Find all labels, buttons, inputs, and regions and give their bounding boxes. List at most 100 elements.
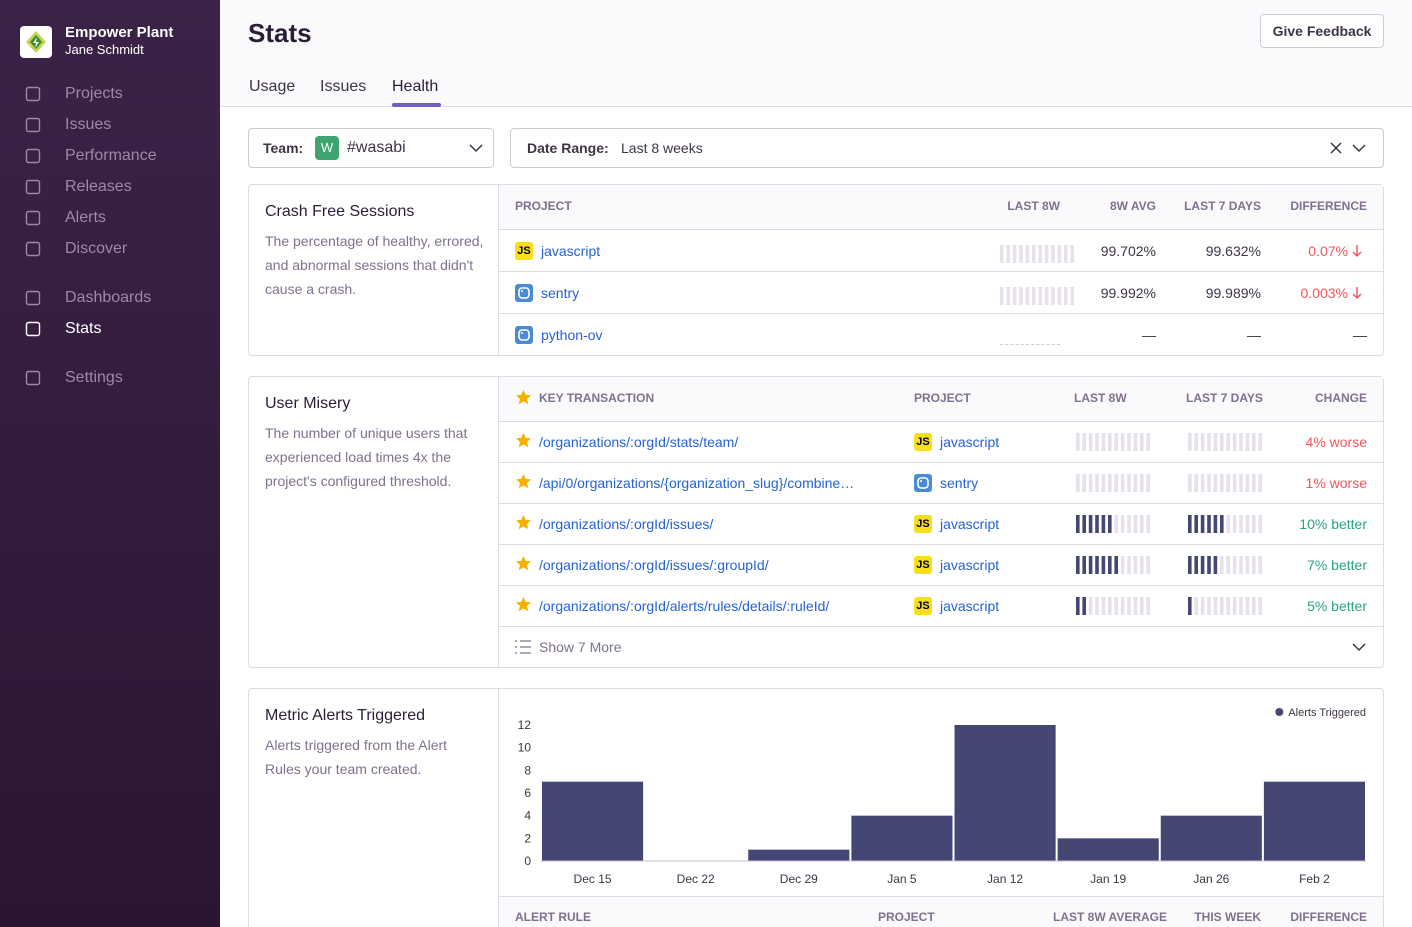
sparkline <box>1076 597 1150 615</box>
spark-bar <box>1044 245 1049 263</box>
change-cell: 1% worse <box>1305 475 1367 491</box>
project-link[interactable]: python-ov <box>541 327 603 343</box>
spark-bar <box>1207 433 1211 451</box>
spark-bar <box>1213 597 1218 615</box>
date-select[interactable] <box>510 128 1384 168</box>
spark-bar <box>1108 515 1112 533</box>
list-icon <box>515 640 531 654</box>
spark-bar <box>1213 474 1218 492</box>
spark-bar <box>1095 433 1099 451</box>
table-header-bg <box>499 377 1383 422</box>
spark-bar <box>1114 597 1118 615</box>
panel-title: User Misery <box>265 395 351 412</box>
nav-item[interactable]: Stats <box>65 320 102 337</box>
spark-bar <box>1064 245 1068 263</box>
nav-item[interactable]: Releases <box>65 178 132 195</box>
spark-bar <box>1006 245 1010 263</box>
column-header: DIFFERENCE <box>1290 199 1367 213</box>
panel-divider <box>498 688 499 927</box>
spark-bar <box>1194 474 1198 492</box>
spark-bar <box>1232 556 1237 574</box>
spark-bar <box>1252 597 1256 615</box>
sidebar <box>0 0 220 927</box>
sparkline <box>1000 287 1074 305</box>
project-link[interactable]: javascript <box>940 434 1000 450</box>
chevron-icon <box>1352 643 1366 652</box>
nav-item[interactable]: Issues <box>65 116 112 133</box>
spark-bar <box>1258 556 1262 574</box>
x-tick-label: Dec 15 <box>574 872 612 886</box>
project-link[interactable]: sentry <box>940 475 979 491</box>
spark-bar <box>1019 245 1023 263</box>
spark-bar <box>1245 597 1250 615</box>
x-tick-label: Jan 12 <box>987 872 1023 886</box>
spark-bar <box>1025 287 1030 305</box>
nav-icon <box>25 210 41 226</box>
spark-bar <box>1032 287 1036 305</box>
bar <box>1263 781 1365 861</box>
spark-bar <box>1088 597 1093 615</box>
row-divider <box>499 585 1383 586</box>
spark-bar <box>1120 515 1125 533</box>
project-link[interactable]: sentry <box>541 285 580 301</box>
spark-bar <box>1000 287 1004 305</box>
transaction-link[interactable]: /organizations/:orgId/issues/ <box>539 516 714 532</box>
spark-bar <box>1108 597 1112 615</box>
show-more[interactable]: Show 7 More <box>539 639 622 655</box>
header-bg <box>220 0 1412 107</box>
spark-bar <box>1232 433 1237 451</box>
nav-icon <box>25 148 41 164</box>
nav-item[interactable]: Projects <box>65 85 123 102</box>
star-icon <box>516 597 531 612</box>
nav-item[interactable]: Dashboards <box>65 289 152 306</box>
tab[interactable]: Issues <box>320 78 367 95</box>
team-label: Team: <box>263 140 304 156</box>
sparkline <box>1076 474 1150 492</box>
project-link[interactable]: javascript <box>940 598 1000 614</box>
spark-bar <box>1146 433 1150 451</box>
team-select[interactable] <box>248 128 494 168</box>
team-name: #wasabi <box>347 139 406 156</box>
feedback-button[interactable]: Give Feedback <box>1260 14 1384 48</box>
nav-item[interactable]: Discover <box>65 240 128 257</box>
spark-bar <box>1258 597 1262 615</box>
spark-bar <box>1076 433 1080 451</box>
spark-bar <box>1220 433 1224 451</box>
spark-bar <box>1226 474 1230 492</box>
sparkline <box>1188 474 1262 492</box>
nav-item[interactable]: Alerts <box>65 209 106 226</box>
transaction-link[interactable]: /organizations/:orgId/stats/team/ <box>539 434 739 450</box>
transaction-link[interactable]: /organizations/:orgId/issues/:groupId/ <box>539 557 769 573</box>
spark-bar <box>1200 515 1205 533</box>
nav-icon <box>25 290 41 306</box>
transaction-link[interactable]: /organizations/:orgId/alerts/rules/detai… <box>539 598 830 614</box>
column-header: LAST 7 DAYS <box>1186 391 1263 405</box>
nav-item[interactable]: Settings <box>65 369 123 386</box>
nav-item[interactable]: Performance <box>65 147 157 164</box>
spark-bar <box>1127 474 1131 492</box>
spark-bar <box>1220 515 1224 533</box>
nav-icon <box>25 321 41 337</box>
page-title: Stats <box>248 18 312 48</box>
panel-title: Crash Free Sessions <box>265 203 415 220</box>
spark-bar <box>1095 556 1099 574</box>
column-header: DIFFERENCE <box>1290 910 1367 924</box>
difference-cell: — <box>1353 327 1367 343</box>
spark-bar <box>1101 597 1106 615</box>
project-link[interactable]: javascript <box>940 516 1000 532</box>
spark-bar <box>1239 597 1243 615</box>
spark-bar <box>1012 245 1017 263</box>
transaction-link[interactable]: /api/0/organizations/{organization_slug}… <box>539 475 855 491</box>
difference-cell: 0.07% <box>1308 243 1348 259</box>
star-icon <box>516 390 531 405</box>
spark-bar <box>1088 515 1093 533</box>
spark-bar <box>1038 245 1042 263</box>
tab[interactable]: Usage <box>249 78 296 95</box>
spark-bar <box>1226 433 1230 451</box>
project-link[interactable]: javascript <box>940 557 1000 573</box>
column-header: LAST 8W <box>1074 391 1127 405</box>
python-icon <box>914 474 932 492</box>
tab[interactable]: Health <box>392 78 439 95</box>
change-cell: 5% better <box>1307 598 1367 614</box>
project-link[interactable]: javascript <box>541 243 601 259</box>
